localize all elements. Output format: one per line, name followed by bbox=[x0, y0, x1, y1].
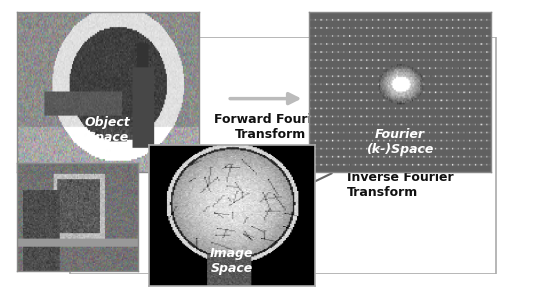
Text: Inverse Fourier
Transform: Inverse Fourier Transform bbox=[347, 171, 454, 199]
Text: Object
Space: Object Space bbox=[85, 116, 130, 144]
Text: Forward Fourier
Transform: Forward Fourier Transform bbox=[214, 113, 326, 141]
Text: Fourier
(k-)Space: Fourier (k-)Space bbox=[367, 128, 434, 156]
Text: Image
Space: Image Space bbox=[210, 247, 253, 275]
